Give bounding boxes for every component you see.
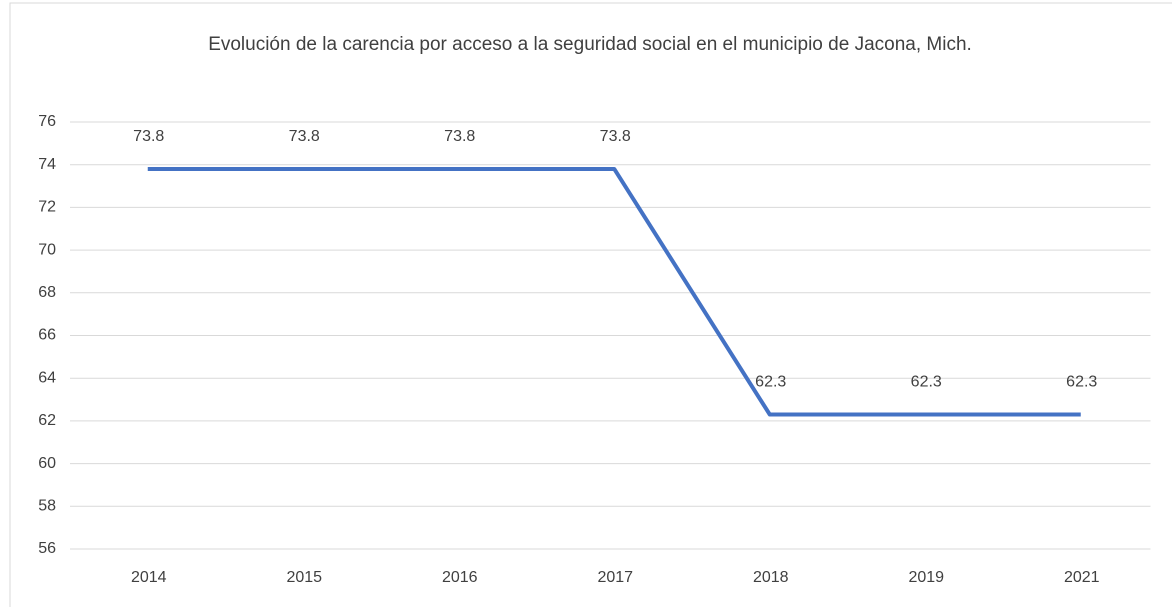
x-tick-label: 2019: [908, 569, 944, 586]
data-label: 73.8: [289, 128, 320, 145]
y-tick-label: 60: [38, 455, 56, 472]
x-tick-label: 2014: [131, 569, 167, 586]
data-label: 62.3: [911, 374, 942, 391]
x-tick-label: 2016: [442, 569, 478, 586]
data-label: 62.3: [1066, 374, 1097, 391]
x-tick-label: 2015: [286, 569, 322, 586]
y-tick-label: 76: [38, 113, 56, 130]
data-label: 73.8: [444, 128, 475, 145]
y-tick-label: 72: [38, 199, 56, 216]
y-tick-label: 74: [38, 156, 56, 173]
x-tick-label: 2018: [753, 569, 789, 586]
y-tick-label: 66: [38, 327, 56, 344]
data-line: [147, 166, 1081, 417]
chart-title: Evolución de la carencia por acceso a la…: [208, 34, 972, 55]
y-tick-label: 68: [38, 284, 56, 301]
y-tick-label: 56: [38, 540, 56, 557]
x-tick-label: 2021: [1064, 569, 1100, 586]
y-tick-label: 70: [38, 241, 56, 258]
data-label: 73.8: [600, 128, 631, 145]
data-label: 73.8: [133, 128, 164, 145]
y-tick-label: 62: [38, 412, 56, 429]
y-tick-label: 64: [38, 369, 56, 386]
y-tick-label: 58: [38, 498, 56, 515]
data-label: 62.3: [755, 374, 786, 391]
chart-border: [9, 2, 1172, 607]
x-tick-label: 2017: [597, 569, 633, 586]
